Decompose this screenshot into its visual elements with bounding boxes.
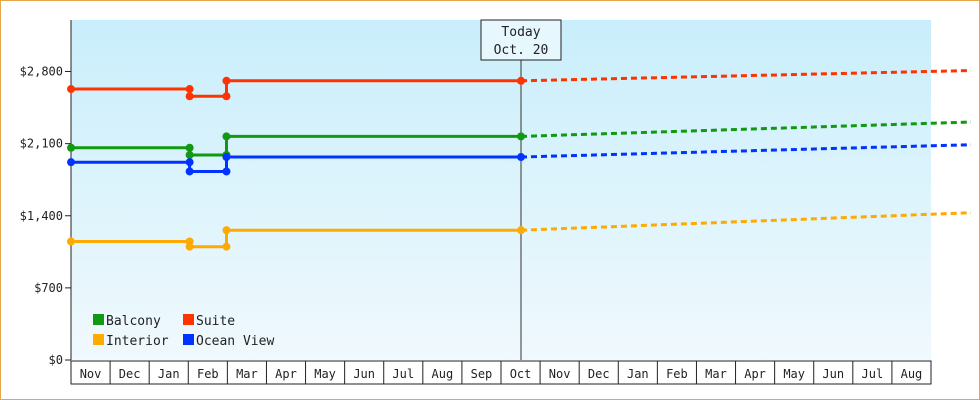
- balcony-point: [517, 132, 525, 141]
- suite-point: [67, 85, 75, 94]
- x-tick-label: Apr: [744, 367, 766, 381]
- interior-history-line: [71, 228, 521, 249]
- y-tick-label: $2,100: [20, 137, 63, 151]
- y-tick-label: $700: [34, 281, 63, 295]
- interior-forecast-line: [520, 211, 972, 232]
- balcony-forecast-line: [520, 120, 972, 138]
- legend-label-suite: Suite: [196, 314, 235, 329]
- suite-point: [517, 76, 525, 85]
- interior-point: [222, 226, 231, 235]
- x-tick-label: Jun: [822, 367, 844, 381]
- ocean-view-point: [185, 167, 194, 176]
- today-callout-line2: Oct. 20: [494, 43, 549, 58]
- balcony-point: [185, 143, 194, 152]
- interior-point: [67, 237, 75, 246]
- x-tick-label: Jan: [158, 367, 180, 381]
- interior-point: [222, 242, 231, 251]
- ocean-view-point: [185, 158, 194, 167]
- x-tick-label: Aug: [432, 367, 454, 381]
- x-tick-label: Dec: [119, 367, 141, 381]
- y-tick-label: $0: [49, 353, 63, 367]
- suite-point: [222, 92, 231, 101]
- legend-label-ocean-view: Ocean View: [196, 334, 274, 349]
- x-tick-label: Feb: [666, 367, 688, 381]
- x-tick-label: Oct: [510, 367, 532, 381]
- x-tick-label: Jun: [353, 367, 375, 381]
- x-tick-label: May: [314, 367, 336, 381]
- x-tick-label: Mar: [705, 367, 727, 381]
- balcony-point: [185, 150, 194, 159]
- legend-swatch-balcony: [93, 314, 104, 325]
- legend-swatch-suite: [183, 314, 194, 325]
- legend-label-balcony: Balcony: [106, 314, 161, 329]
- interior-point: [517, 226, 525, 235]
- ocean-view-history-line: [71, 155, 521, 173]
- ocean-view-point: [222, 167, 231, 176]
- x-tick-label: Jul: [862, 367, 884, 381]
- legend-label-interior: Interior: [106, 334, 169, 349]
- x-tick-label: Feb: [197, 367, 219, 381]
- balcony-point: [222, 132, 231, 141]
- y-tick-label: $2,800: [20, 65, 63, 79]
- balcony-history-line: [71, 134, 521, 157]
- suite-point: [222, 76, 231, 85]
- ocean-view-point: [517, 153, 525, 162]
- today-callout-line1: Today: [501, 25, 540, 40]
- x-tick-label: Dec: [588, 367, 610, 381]
- suite-point: [185, 85, 194, 94]
- interior-point: [185, 242, 194, 251]
- plot-area: [71, 20, 931, 360]
- x-tick-label: Jul: [392, 367, 414, 381]
- legend-swatch-interior: [93, 334, 104, 345]
- ocean-view-point: [67, 158, 75, 167]
- suite-history-line: [71, 79, 521, 98]
- legend-swatch-ocean-view: [183, 334, 194, 345]
- x-tick-label: Apr: [275, 367, 297, 381]
- today-callout: [480, 19, 562, 61]
- suite-point: [185, 92, 194, 101]
- x-tick-label: May: [783, 367, 805, 381]
- x-tick-label: Nov: [549, 367, 571, 381]
- suite-forecast-line: [520, 69, 972, 83]
- x-tick-label: Nov: [80, 367, 102, 381]
- ocean-view-forecast-line: [520, 143, 972, 159]
- y-tick-label: $1,400: [20, 209, 63, 223]
- balcony-point: [67, 143, 75, 152]
- x-tick-label: Mar: [236, 367, 258, 381]
- x-tick-label: Aug: [901, 367, 923, 381]
- x-tick-label: Jan: [627, 367, 649, 381]
- x-tick-label: Sep: [471, 367, 493, 381]
- ocean-view-point: [222, 153, 231, 162]
